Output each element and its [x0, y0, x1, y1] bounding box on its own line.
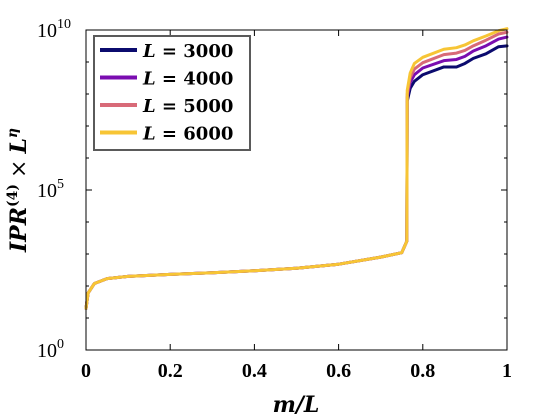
x-tick-label: 0.2	[158, 360, 183, 382]
series-layer	[84, 27, 509, 310]
y-tick-label: 1010	[37, 17, 71, 42]
x-axis: 0 0.2 0.4 0.6 0.8 1	[81, 30, 512, 382]
legend-label: L = 3000	[142, 41, 233, 62]
y-axis: 100 105 1010	[37, 17, 507, 362]
legend-label: L = 5000	[142, 96, 233, 117]
x-tick-label: 0	[81, 360, 91, 382]
y-axis-label-l: L	[6, 138, 32, 154]
legend-label: L = 6000	[142, 124, 233, 145]
series-line-4	[84, 27, 509, 310]
x-tick-label: 1	[502, 360, 512, 382]
y-tick-label: 105	[37, 177, 64, 202]
x-tick-label: 0.6	[326, 360, 351, 382]
y-tick-label: 100	[37, 337, 64, 362]
y-axis-label: IPR(4) × Lη	[5, 128, 32, 253]
x-tick-label: 0.8	[410, 360, 435, 382]
legend-label: L = 4000	[142, 69, 233, 90]
y-axis-label-eta: η	[5, 128, 21, 138]
x-tick-label: 0.4	[242, 360, 267, 382]
y-axis-label-times: ×	[7, 160, 32, 178]
y-axis-label-base: IPR	[6, 207, 32, 253]
x-axis-label: m/L	[273, 392, 320, 418]
y-axis-label-superscript: (4)	[5, 184, 21, 207]
legend: L = 3000 L = 4000 L = 5000 L = 6000	[93, 35, 251, 151]
